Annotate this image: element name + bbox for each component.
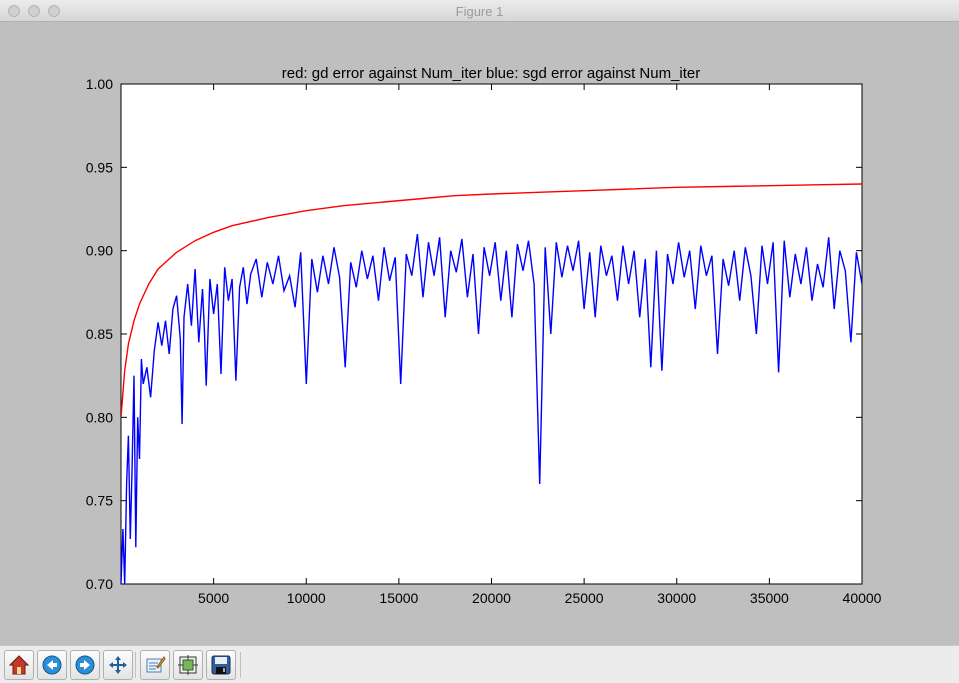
navigation-toolbar [0,645,959,683]
x-tick-label: 25000 [565,590,604,606]
y-tick-label: 0.70 [86,576,113,592]
save-icon [211,655,231,675]
pan-button[interactable] [103,650,133,680]
y-tick-label: 0.95 [86,159,113,175]
gd-error-line [121,183,862,418]
window-titlebar: Figure 1 [0,0,959,22]
subplots-icon [178,655,198,675]
y-tick-label: 0.80 [86,409,113,425]
save-button[interactable] [206,650,236,680]
y-tick-label: 0.85 [86,326,113,342]
sgd-error-line [121,233,862,584]
x-tick-label: 40000 [843,590,882,606]
window-title: Figure 1 [455,4,504,19]
close-window-button[interactable] [8,5,20,17]
home-button[interactable] [4,650,34,680]
toolbar-separator [240,652,241,678]
x-tick-label: 30000 [657,590,696,606]
back-button[interactable] [37,650,67,680]
x-tick-label: 35000 [750,590,789,606]
forward-arrow-icon [75,655,95,675]
x-tick-label: 15000 [379,590,418,606]
axis-ticks: 5000 10000 15000 20000 25000 30000 35000 40000 0… [86,76,882,606]
x-tick-label: 20000 [472,590,511,606]
y-tick-label: 0.90 [86,243,113,259]
zoom-rect-button[interactable] [140,650,170,680]
back-arrow-icon [42,655,62,675]
zoom-rect-icon [146,656,166,673]
line-chart: red: gd error against Num_iter blue: sgd… [86,65,882,606]
toolbar-separator [135,652,136,678]
plot-area [120,83,863,585]
series-lines [121,183,862,584]
y-tick-label: 1.00 [86,76,113,92]
subplots-button[interactable] [173,650,203,680]
y-tick-label: 0.75 [86,493,113,509]
x-tick-label: 5000 [198,590,229,606]
zoom-window-button[interactable] [48,5,60,17]
pan-icon [109,656,127,674]
figure-canvas: red: gd error against Num_iter blue: sgd… [0,22,959,645]
chart-title: red: gd error against Num_iter blue: sgd… [282,65,701,82]
x-tick-label: 10000 [287,590,326,606]
forward-button[interactable] [70,650,100,680]
home-icon [8,655,30,675]
minimize-window-button[interactable] [28,5,40,17]
